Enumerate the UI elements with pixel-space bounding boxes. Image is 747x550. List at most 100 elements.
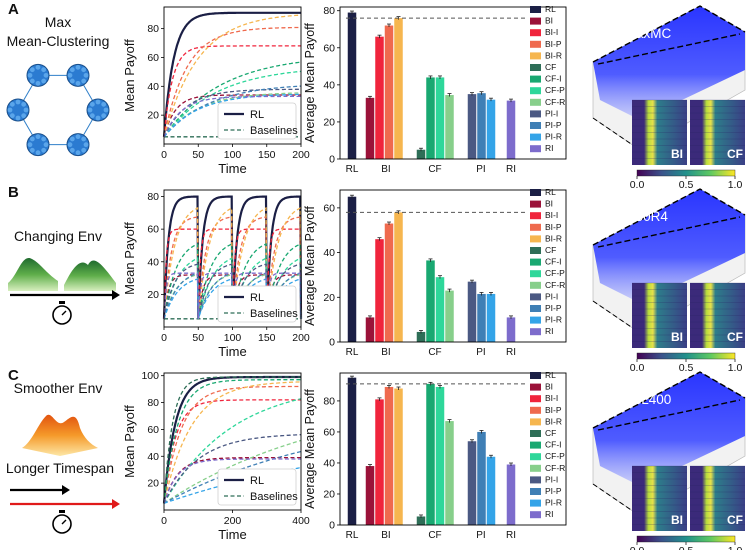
bar-pi-i: [467, 94, 477, 159]
inset-label: BI: [671, 513, 683, 527]
network-node: [29, 67, 35, 73]
legend-label-bi-p: BI-P: [545, 222, 562, 232]
legend-label-baselines: Baselines: [250, 491, 298, 503]
legend-swatch-cf-r: [530, 98, 541, 106]
legend-label-rl: RL: [250, 292, 264, 304]
bar-cf-i: [426, 383, 435, 525]
schematic-panel-1: Changing Env: [8, 228, 120, 325]
legend-swatch-pi-i: [530, 110, 541, 118]
line-chart-0: 0 50 100 150 200 20 40 60 80 Time Mean Payoff RL Bas…: [122, 6, 310, 176]
colorbar: [636, 352, 736, 360]
bar-chart-2: 0 20 40 60 80 RL BI CF PI RI Average Mean Payoff RL…: [303, 370, 567, 541]
network-node: [83, 72, 89, 78]
y-tick-label: 80: [147, 23, 159, 35]
network-node: [21, 101, 27, 107]
legend-label-bi-r: BI-R: [545, 233, 562, 243]
network-node: [101, 101, 107, 107]
group-label: RI: [506, 347, 516, 358]
colorbar-tick-label: 0.5: [679, 545, 694, 550]
y-axis-label: Mean Payoff: [122, 405, 137, 478]
colorbar-tick-label: 0.5: [679, 362, 694, 374]
legend-label-cf-r: CF-R: [545, 463, 565, 473]
network-node: [41, 136, 47, 142]
legend-swatch-bi-p: [530, 223, 541, 231]
legend-swatch-bi-i: [530, 212, 541, 220]
group-label: BI: [381, 530, 390, 541]
inset-label: CF: [727, 330, 743, 344]
base-edge: [592, 300, 641, 334]
legend-label-cf: CF: [545, 428, 556, 438]
network-node: [81, 136, 87, 142]
network-node: [27, 72, 33, 78]
legend-label-cf: CF: [545, 245, 556, 255]
network-node: [35, 134, 41, 140]
x-tick-label: 0: [161, 149, 167, 161]
legend-label-rl: RL: [250, 475, 264, 487]
network-node: [75, 134, 81, 140]
legend-label-bi-i: BI-I: [545, 27, 558, 37]
y-axis-label: Mean Payoff: [122, 39, 137, 112]
landscape-hill: [64, 260, 116, 291]
legend-swatch-pi-i: [530, 476, 541, 484]
network-node: [15, 99, 21, 105]
surface-edge: [592, 5, 746, 63]
surface-plot: [593, 372, 745, 486]
legend-label-pi-r: PI-R: [545, 498, 562, 508]
stopwatch-icon: [52, 514, 72, 534]
legend-swatch-cf: [530, 430, 541, 437]
legend-swatch-ri: [530, 511, 541, 519]
legend-label-cf-p: CF-P: [545, 85, 565, 95]
base-edge: [592, 483, 641, 517]
legend-swatch-bi: [530, 383, 541, 391]
legend-label-cf-r: CF-R: [545, 280, 565, 290]
legend-swatch-bi: [530, 200, 541, 208]
network-node: [67, 142, 73, 148]
series-line-cf-p: [163, 70, 302, 138]
series-line-pi-i: [163, 434, 301, 504]
inset-label: CF: [727, 147, 743, 161]
inset-label: CF: [727, 513, 743, 527]
network-node: [43, 72, 49, 78]
network-node: [43, 142, 49, 148]
legend-label-rl: RL: [545, 4, 556, 14]
network-node: [81, 147, 87, 153]
legend-swatch-rl: [530, 189, 541, 196]
bar-cf-p: [435, 386, 445, 525]
legend-swatch-bi-r: [530, 52, 541, 60]
legend-label-rl: RL: [545, 187, 556, 197]
network-node: [7, 107, 13, 113]
stopwatch-hand: [61, 310, 67, 316]
schematic-title: Max: [45, 14, 71, 30]
y-tick-label: 100: [141, 370, 159, 382]
bar-ri: [506, 464, 516, 525]
series-line-cf-p: [163, 257, 302, 319]
legend-label-cf-i: CF-I: [545, 440, 562, 450]
schematic-title: Changing Env: [14, 228, 102, 244]
bar-pi-r: [486, 99, 496, 159]
legend-label-cf-r: CF-R: [545, 97, 565, 107]
legend-label-bi: BI: [545, 199, 553, 209]
series-line-bi-i: [163, 228, 302, 319]
colorbar-tick-label: 0.0: [630, 545, 645, 550]
x-tick-label: 200: [292, 149, 310, 161]
legend-label-pi-p: PI-P: [545, 303, 562, 313]
stopwatch-icon: [52, 305, 72, 325]
legend-swatch-bi-p: [530, 406, 541, 414]
y-tick-label: 20: [323, 116, 335, 128]
group-label: RI: [506, 530, 516, 541]
legend-label-pi-i: PI-I: [545, 474, 558, 484]
legend-label-ri: RI: [545, 326, 554, 336]
panel-letter: C: [8, 367, 19, 384]
network-node: [87, 107, 93, 113]
bar-pi-i: [467, 281, 477, 342]
line-chart-2: 0 200 400 20 40 60 80 100 Time Mean Payoff RL Basel…: [122, 370, 310, 542]
inset-label: BI: [671, 330, 683, 344]
bar-cf-i: [426, 77, 435, 159]
series-line-bi-r: [163, 14, 302, 137]
group-label: RI: [506, 164, 516, 175]
bar-pi-p: [477, 293, 486, 342]
y-tick-label: 60: [147, 224, 159, 236]
x-tick-label: 50: [192, 149, 204, 161]
legend-label-cf-i: CF-I: [545, 257, 562, 267]
